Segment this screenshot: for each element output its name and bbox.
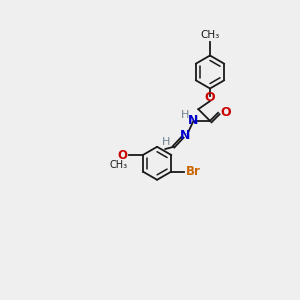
Text: H: H: [181, 110, 189, 120]
Text: N: N: [188, 114, 199, 127]
Text: N: N: [180, 129, 190, 142]
Text: CH₃: CH₃: [110, 160, 128, 170]
Text: H: H: [162, 137, 170, 147]
Text: Br: Br: [186, 165, 201, 178]
Text: O: O: [220, 106, 231, 119]
Text: O: O: [205, 91, 215, 104]
Text: CH₃: CH₃: [200, 30, 220, 40]
Text: O: O: [117, 148, 127, 161]
